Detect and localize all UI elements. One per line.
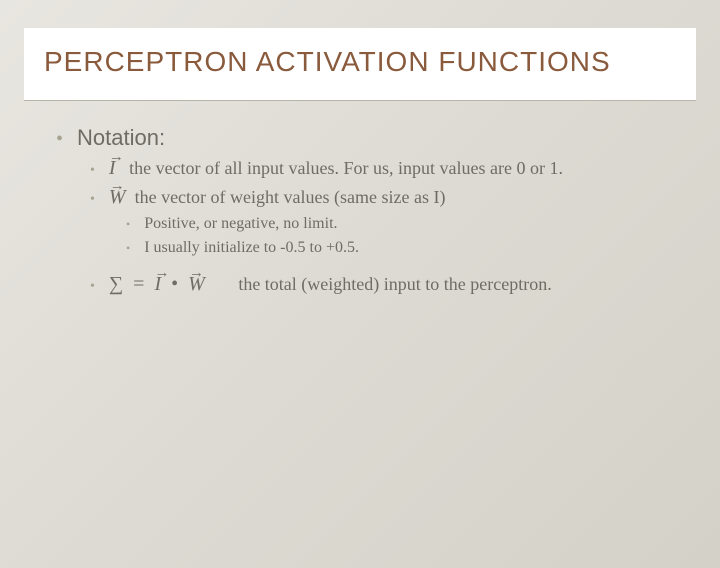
sigma-symbol: ∑: [109, 273, 123, 296]
bullet-icon: •: [90, 280, 95, 294]
notation-label: Notation:: [77, 125, 165, 151]
vector-symbol-w: → W: [109, 186, 126, 209]
slide-content: • Notation: • → I the vector of all inpu…: [0, 101, 720, 296]
equation-desc: the total (weighted) input to the percep…: [238, 274, 551, 295]
bullet-icon: •: [90, 193, 95, 207]
notation-equation: • ∑ = → I • → W the total (weighted) inp…: [90, 273, 680, 296]
vector-arrow-icon: →: [188, 265, 205, 282]
spacer: [56, 263, 680, 273]
vector-arrow-icon: →: [109, 149, 116, 166]
slide-title: PERCEPTRON ACTIVATION FUNCTIONS: [44, 46, 676, 78]
notation-subitem: • I usually initialize to -0.5 to +0.5.: [126, 239, 680, 257]
notation-heading: • Notation:: [56, 125, 680, 151]
notation-subitem-text: Positive, or negative, no limit.: [144, 215, 337, 233]
vector-symbol-w: → W: [188, 273, 205, 296]
notation-item: • → W the vector of weight values (same …: [90, 186, 680, 209]
equation-text: ∑ = → I • → W the total (weighted) input…: [109, 273, 552, 296]
notation-item-text: → W the vector of weight values (same si…: [109, 186, 446, 209]
equals-symbol: =: [133, 273, 144, 296]
notation-item-text: → I the vector of all input values. For …: [109, 157, 563, 180]
bullet-icon: •: [90, 164, 95, 178]
bullet-icon: •: [126, 242, 130, 254]
vector-arrow-icon: →: [154, 265, 161, 282]
vector-arrow-icon: →: [109, 178, 126, 195]
notation-subitem: • Positive, or negative, no limit.: [126, 215, 680, 233]
notation-desc: the vector of weight values (same size a…: [135, 187, 446, 207]
notation-desc: the vector of all input values. For us, …: [129, 158, 563, 178]
vector-symbol-i: → I: [109, 157, 116, 180]
bullet-icon: •: [126, 218, 130, 230]
notation-subitem-text: I usually initialize to -0.5 to +0.5.: [144, 239, 359, 257]
title-box: PERCEPTRON ACTIVATION FUNCTIONS: [24, 28, 696, 101]
notation-item: • → I the vector of all input values. Fo…: [90, 157, 680, 180]
bullet-icon: •: [56, 129, 63, 149]
dot-operator: •: [171, 273, 178, 296]
vector-symbol-i: → I: [154, 273, 161, 296]
